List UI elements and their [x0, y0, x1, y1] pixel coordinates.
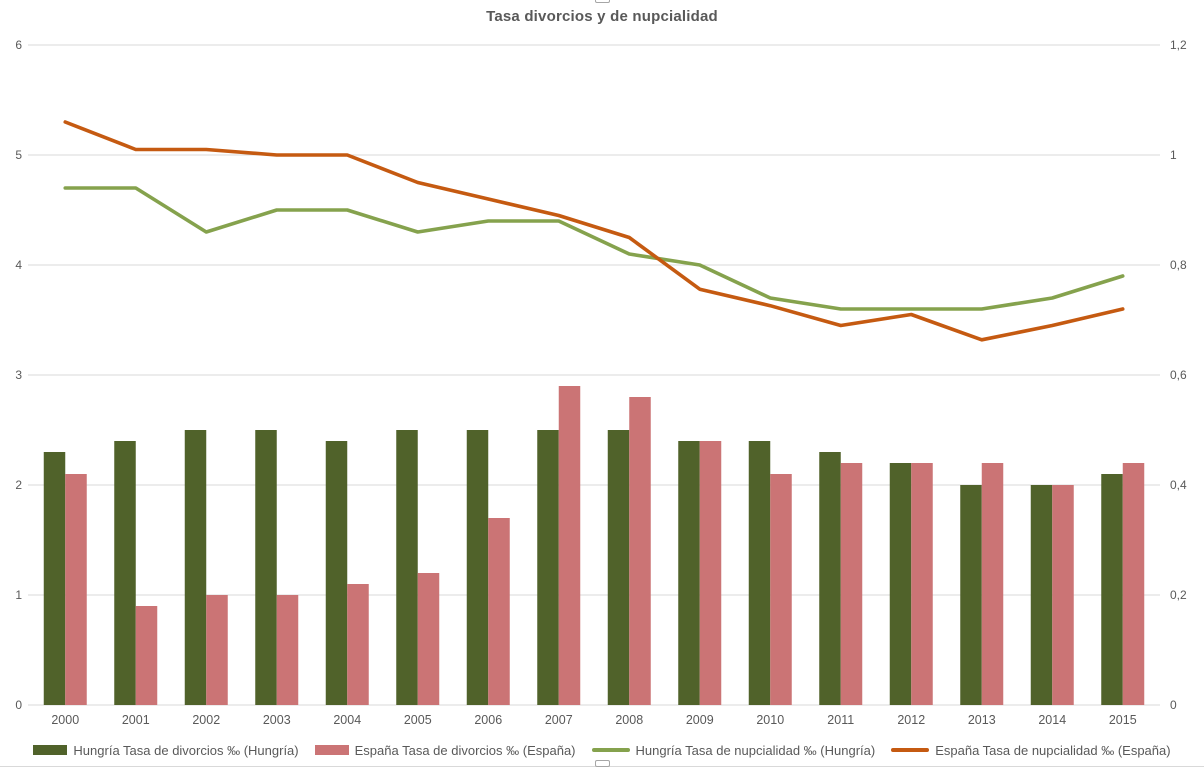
- divorce-bar-spain[interactable]: [347, 584, 369, 705]
- nuptiality-line-spain[interactable]: [63, 120, 1125, 342]
- legend-swatch-bar-hungary: [33, 745, 68, 755]
- x-axis-year-label: 2007: [545, 713, 573, 727]
- legend-item-spain-divorce[interactable]: España Tasa de divorcios ‰ (España): [314, 742, 576, 758]
- x-axis-year-label: 2002: [192, 713, 220, 727]
- chart-resize-handle-top[interactable]: [595, 0, 610, 3]
- divorce-bar-spain[interactable]: [65, 474, 87, 705]
- divorce-bar-hungary[interactable]: [325, 441, 348, 705]
- left-axis-tick-label: 2: [15, 478, 22, 492]
- legend-swatch-bar-spain: [314, 745, 349, 755]
- x-axis-year-label: 2000: [51, 713, 79, 727]
- x-axis-year-label: 2008: [615, 713, 643, 727]
- divorce-bar-hungary[interactable]: [184, 430, 207, 705]
- x-axis-year-label: 2015: [1109, 713, 1137, 727]
- divorce-bar-hungary[interactable]: [255, 430, 277, 705]
- left-axis-tick-label: 4: [15, 258, 22, 272]
- x-axis-year-label: 2001: [122, 713, 150, 727]
- divorce-bar-hungary[interactable]: [607, 430, 630, 705]
- divorce-bar-spain[interactable]: [1122, 463, 1145, 705]
- left-axis-tick-label: 1: [15, 588, 22, 602]
- x-axis-year-label: 2014: [1038, 713, 1066, 727]
- divorce-bar-hungary[interactable]: [960, 485, 982, 705]
- legend-label: España Tasa de divorcios ‰ (España): [354, 742, 576, 758]
- chart-legend: Hungría Tasa de divorcios ‰ (Hungría) Es…: [0, 737, 1204, 763]
- x-axis-year-label: 2009: [686, 713, 714, 727]
- legend-item-hungary-divorce[interactable]: Hungría Tasa de divorcios ‰ (Hungría): [33, 742, 299, 758]
- right-axis-tick-label: 0,2: [1170, 588, 1187, 602]
- divorce-bar-hungary[interactable]: [1030, 485, 1053, 705]
- plot-area: 0 0 1 0,2 2 0,4 3 0,6 4 0,8 5 1 6 1,2 2000 2001 2002 2003…: [15, 38, 1187, 727]
- divorce-bar-hungary[interactable]: [819, 452, 841, 705]
- divorce-bar-spain[interactable]: [558, 386, 581, 705]
- right-axis-tick-label: 1,2: [1170, 38, 1187, 52]
- legend-label: Hungría Tasa de divorcios ‰ (Hungría): [73, 742, 299, 758]
- legend-label: Hungría Tasa de nupcialidad ‰ (Hungría): [635, 742, 876, 758]
- x-axis-year-label: 2003: [263, 713, 291, 727]
- left-axis-tick-label: 0: [15, 698, 22, 712]
- legend-item-hungary-nuptiality[interactable]: Hungría Tasa de nupcialidad ‰ (Hungría): [591, 742, 876, 758]
- legend-label: España Tasa de nupcialidad ‰ (España): [935, 742, 1171, 758]
- chart-resize-handle-bottom[interactable]: [595, 760, 610, 767]
- x-axis-year-label: 2010: [756, 713, 784, 727]
- divorce-bar-hungary[interactable]: [889, 463, 912, 705]
- x-axis-year-label: 2005: [404, 713, 432, 727]
- chart-title[interactable]: Tasa divorcios y de nupcialidad: [486, 8, 718, 25]
- divorce-bar-spain[interactable]: [135, 606, 158, 705]
- divorce-bar-spain[interactable]: [699, 441, 722, 705]
- divorce-bar-hungary[interactable]: [1101, 474, 1123, 705]
- left-axis-tick-label: 3: [15, 368, 22, 382]
- x-axis-year-label: 2012: [897, 713, 925, 727]
- right-axis-tick-label: 1: [1170, 148, 1177, 162]
- divorce-bar-hungary[interactable]: [114, 441, 136, 705]
- legend-swatch-line-spain: [891, 748, 930, 752]
- legend-item-spain-nuptiality[interactable]: España Tasa de nupcialidad ‰ (España): [891, 742, 1171, 758]
- x-axis-year-label: 2011: [827, 713, 854, 727]
- left-axis-tick-label: 5: [15, 148, 22, 162]
- left-axis-tick-label: 6: [15, 38, 22, 52]
- divorce-bar-hungary[interactable]: [748, 441, 771, 705]
- divorce-bar-hungary[interactable]: [678, 441, 700, 705]
- x-axis-year-label: 2004: [333, 713, 361, 727]
- x-axis-year-label: 2006: [474, 713, 502, 727]
- divorce-bar-hungary[interactable]: [396, 430, 418, 705]
- right-axis-tick-label: 0: [1170, 698, 1177, 712]
- divorce-bar-spain[interactable]: [981, 463, 1004, 705]
- divorce-bar-spain[interactable]: [1052, 485, 1074, 705]
- divorce-bar-spain[interactable]: [840, 463, 863, 705]
- legend-swatch-line-hungary: [591, 748, 630, 752]
- divorce-bar-hungary[interactable]: [43, 452, 66, 705]
- divorce-bar-spain[interactable]: [417, 573, 440, 705]
- right-axis-tick-label: 0,6: [1170, 368, 1187, 382]
- x-axis-year-label: 2013: [968, 713, 996, 727]
- divorce-bar-spain[interactable]: [911, 463, 933, 705]
- divorce-bar-hungary[interactable]: [466, 430, 489, 705]
- divorce-bar-spain[interactable]: [488, 518, 510, 705]
- divorce-bar-hungary[interactable]: [537, 430, 559, 705]
- divorce-bar-spain[interactable]: [206, 595, 228, 705]
- divorce-bar-spain[interactable]: [770, 474, 792, 705]
- divorce-bar-spain[interactable]: [629, 397, 651, 705]
- nuptiality-line-hungary[interactable]: [63, 186, 1125, 311]
- right-axis-tick-label: 0,4: [1170, 478, 1187, 492]
- right-axis-tick-label: 0,8: [1170, 258, 1187, 272]
- divorce-bar-spain[interactable]: [276, 595, 299, 705]
